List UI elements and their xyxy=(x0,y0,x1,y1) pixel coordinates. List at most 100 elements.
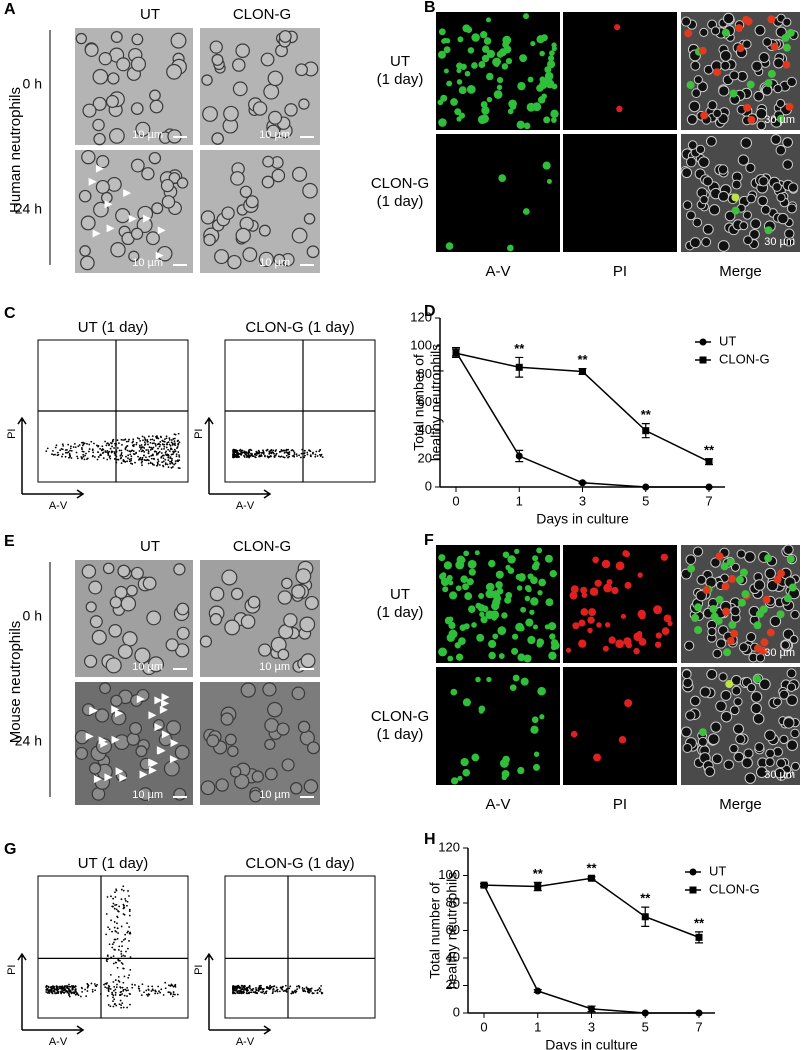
event xyxy=(310,987,313,990)
flow-plot xyxy=(224,875,376,1019)
cell xyxy=(442,586,449,593)
event xyxy=(154,444,157,447)
event xyxy=(287,448,290,451)
event xyxy=(110,442,113,445)
cell xyxy=(765,748,775,759)
label: 24 h xyxy=(15,201,42,217)
arrowhead xyxy=(100,739,109,748)
cell xyxy=(717,190,730,202)
cell xyxy=(786,739,799,752)
cell xyxy=(147,656,165,673)
event xyxy=(127,976,130,979)
event xyxy=(170,466,173,469)
cell xyxy=(633,632,643,642)
event xyxy=(148,446,151,449)
event xyxy=(178,454,180,457)
event xyxy=(157,460,160,463)
event xyxy=(108,928,111,931)
cell xyxy=(532,763,540,771)
cell xyxy=(249,789,262,803)
cell xyxy=(479,611,485,618)
cell xyxy=(637,572,643,578)
event xyxy=(249,987,251,990)
x-tick-label: 5 xyxy=(642,1019,649,1034)
cell xyxy=(201,74,213,86)
arrowhead xyxy=(154,696,163,705)
event xyxy=(120,950,123,953)
event xyxy=(61,448,64,451)
cell xyxy=(203,233,216,247)
cell xyxy=(604,622,611,628)
cell xyxy=(755,653,766,663)
event xyxy=(258,988,261,991)
event xyxy=(270,449,273,451)
event xyxy=(78,444,81,446)
event xyxy=(114,444,117,447)
cell xyxy=(174,744,190,760)
cell xyxy=(471,33,480,42)
event xyxy=(131,983,134,986)
event xyxy=(234,987,237,990)
event xyxy=(125,950,127,953)
label: 10 µm xyxy=(132,129,163,141)
event xyxy=(272,991,274,993)
cell xyxy=(262,682,277,697)
event xyxy=(117,910,120,913)
event xyxy=(53,991,56,993)
event xyxy=(69,454,72,457)
event xyxy=(105,933,108,936)
cell xyxy=(496,84,503,91)
cell xyxy=(655,632,662,639)
cell xyxy=(232,81,248,97)
cell xyxy=(786,682,797,692)
axis-label: PI xyxy=(6,429,18,439)
cell xyxy=(471,62,478,69)
event xyxy=(145,989,148,992)
cell xyxy=(783,544,794,555)
event xyxy=(162,460,165,463)
event xyxy=(86,982,89,985)
cell xyxy=(769,615,782,628)
event xyxy=(113,921,116,923)
event xyxy=(94,989,97,992)
y-tick-label: 120 xyxy=(410,309,432,324)
cell xyxy=(100,191,113,204)
cell xyxy=(681,16,692,27)
cell xyxy=(695,589,707,602)
cell xyxy=(519,54,528,63)
cell xyxy=(692,546,704,557)
event xyxy=(174,993,176,996)
event xyxy=(303,456,306,459)
cell xyxy=(722,607,731,616)
cell xyxy=(740,137,752,149)
event xyxy=(112,994,115,997)
arrowhead xyxy=(95,164,104,173)
event xyxy=(122,954,125,957)
cell xyxy=(512,674,520,682)
event xyxy=(131,444,134,447)
event xyxy=(113,998,116,1001)
event xyxy=(107,1004,110,1006)
cell xyxy=(750,218,762,230)
event xyxy=(235,988,238,991)
cell xyxy=(732,723,745,735)
cell xyxy=(720,710,733,723)
event xyxy=(50,987,53,989)
x-tick-label: 3 xyxy=(588,1019,595,1034)
cell xyxy=(786,76,797,88)
cell xyxy=(289,782,303,795)
event xyxy=(161,454,164,457)
event xyxy=(115,461,118,464)
event xyxy=(142,439,144,442)
cell xyxy=(729,743,739,754)
event xyxy=(138,987,141,990)
cell xyxy=(764,554,773,563)
label: UT (1 day) xyxy=(78,855,149,872)
event xyxy=(236,452,239,454)
cell xyxy=(506,244,514,252)
event xyxy=(170,459,173,462)
cell xyxy=(176,602,190,616)
event xyxy=(67,451,70,453)
event xyxy=(262,450,265,453)
cell xyxy=(522,208,530,215)
